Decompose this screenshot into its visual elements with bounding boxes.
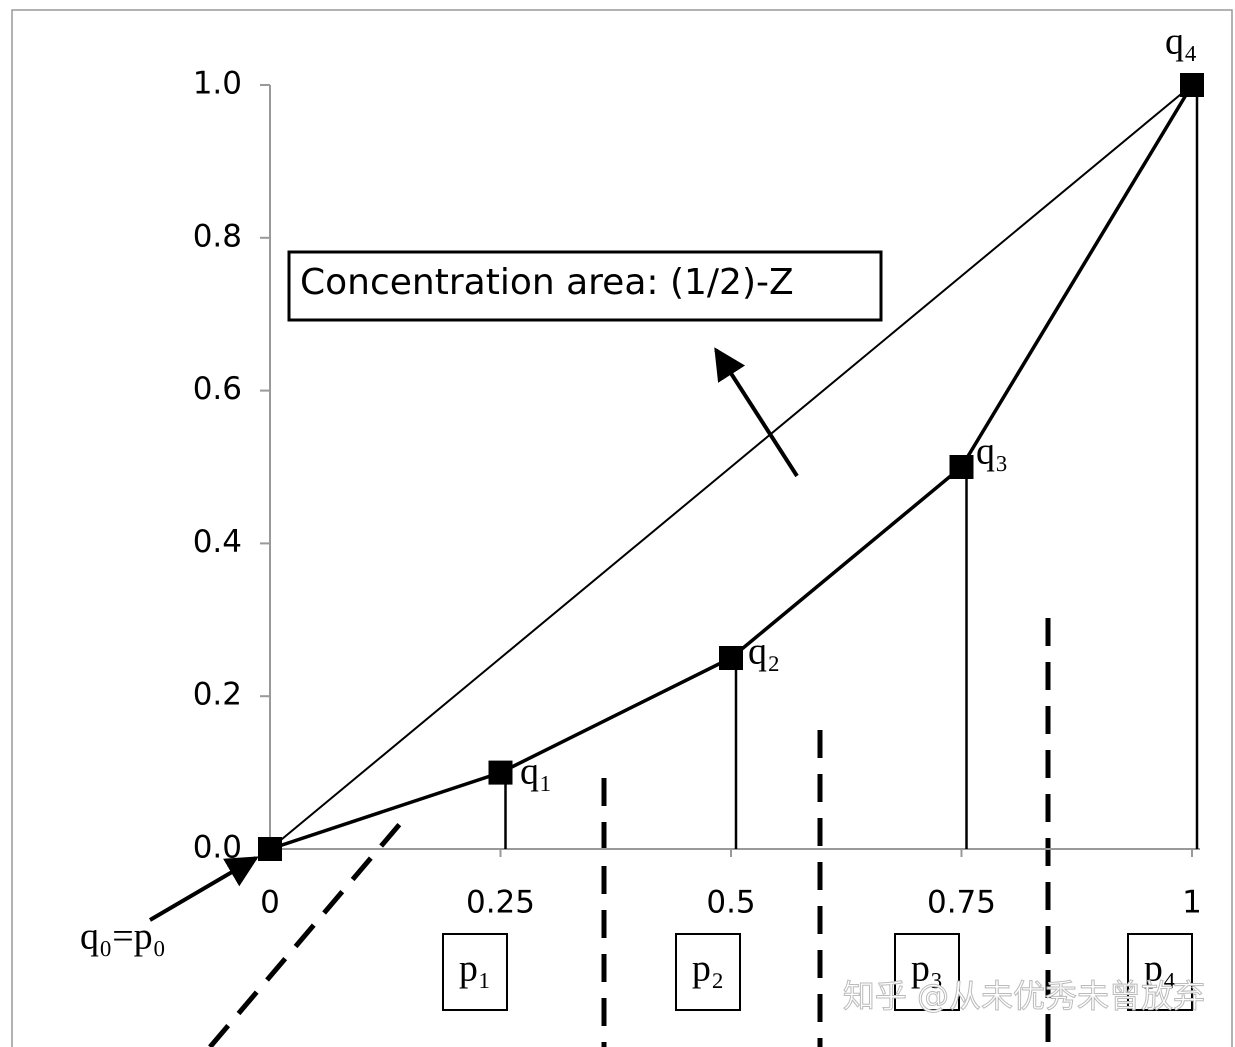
- y-tick-label: 0.4: [193, 524, 242, 560]
- frame: [11, 9, 1233, 1047]
- x-tick-label: 1: [1182, 885, 1202, 921]
- y-tick-label: 0.0: [193, 830, 242, 866]
- point-label: q₃: [976, 431, 1008, 473]
- point-marker: [488, 760, 513, 785]
- y-tick-label: 0.8: [193, 218, 242, 254]
- segment-label: p₂: [692, 948, 724, 990]
- x-tick-label: 0.5: [706, 885, 755, 921]
- x-tick-label: 0: [260, 885, 280, 921]
- point-marker: [949, 455, 974, 479]
- x-tick-label: 0.25: [466, 885, 535, 921]
- series-line: [269, 84, 1193, 850]
- x-tick-label: 0.75: [927, 885, 996, 921]
- dashed-dividers: [208, 618, 1051, 1047]
- point-label: q₂: [748, 631, 780, 673]
- annotation: Concentration area: (1/2)-Z: [300, 262, 794, 303]
- point-label: q₀=p₀: [80, 916, 166, 958]
- y-tick-label: 1.0: [193, 66, 242, 102]
- segment-box: [894, 933, 960, 1011]
- segment-box: [442, 933, 508, 1011]
- point-marker: [719, 646, 743, 670]
- segment-box: [1127, 933, 1193, 1011]
- annotation-box: [287, 250, 883, 322]
- point-marker: [258, 837, 282, 861]
- watermark: 知乎 @从未优秀未曾放弃: [843, 977, 1205, 1015]
- segment-box: [675, 933, 741, 1011]
- arrow: [148, 856, 259, 922]
- segment-label: p₄: [1144, 948, 1176, 990]
- point-label: q₁: [520, 751, 552, 793]
- point-marker: [1180, 73, 1204, 97]
- point-label: q₄: [1165, 21, 1197, 63]
- arrow: [714, 347, 799, 478]
- y-tick-label: 0.6: [193, 371, 242, 407]
- y-tick-label: 0.2: [193, 677, 242, 713]
- segment-label: p₁: [459, 948, 491, 990]
- segment-label: p₃: [911, 948, 943, 990]
